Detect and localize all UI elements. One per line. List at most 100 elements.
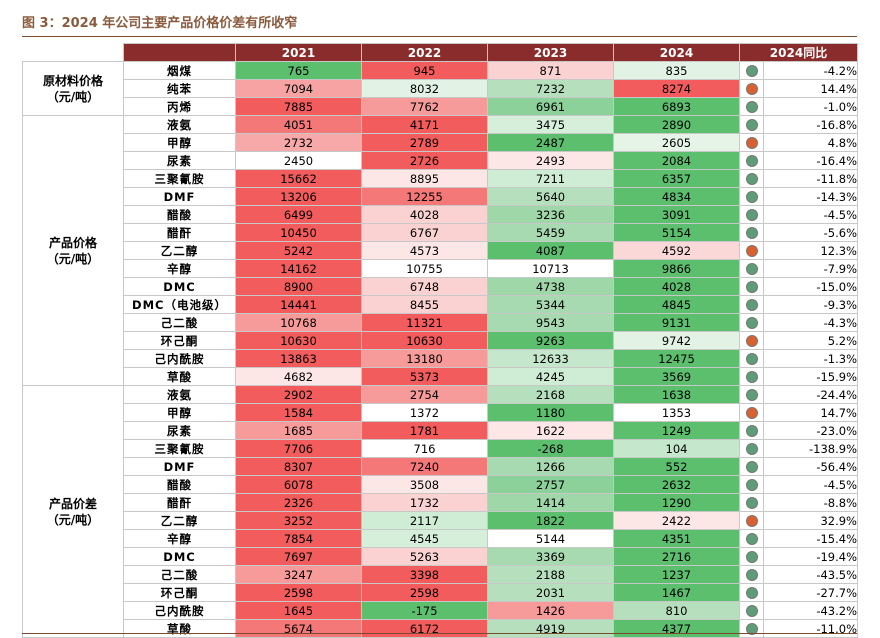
trend-cell [739,259,764,278]
header-2021: 2021 [235,43,362,62]
decrease-dot-icon [745,209,758,221]
decrease-dot-icon [745,371,758,383]
value-cell-2021: 2902 [235,385,362,404]
value-cell-2023: 4919 [487,619,614,638]
item-name: DMC [123,277,236,296]
item-name: 醋酸 [123,205,236,224]
decrease-dot-icon [745,227,758,239]
value-cell-2023: 4087 [487,241,614,260]
item-name: 草酸 [123,619,236,638]
decrease-dot-icon [745,281,758,293]
value-cell-2023: 3475 [487,115,614,134]
trend-cell [739,133,764,152]
value-cell-2024: 2716 [613,547,740,566]
item-name: 烟煤 [123,61,236,80]
value-cell-2021: 14441 [235,295,362,314]
value-cell-2023: 12633 [487,349,614,368]
value-cell-2022: 4171 [361,115,488,134]
value-cell-2023: 10713 [487,259,614,278]
yoy-change: -16.4% [763,151,858,170]
item-name: 三聚氰胺 [123,439,236,458]
table-row: DMC 7697 5263 3369 2716 -19.4% [23,547,858,566]
value-cell-2023: 1414 [487,493,614,512]
value-cell-2022: 4573 [361,241,488,260]
table-row: DMC 8900 6748 4738 4028 -15.0% [23,277,858,296]
table-row: 产品价差 （元/吨） 液氨 2902 2754 2168 1638 -24.4% [22,385,858,638]
trend-cell [739,475,764,494]
table-row: 辛醇 7854 4545 5144 4351 -15.4% [23,529,858,548]
item-name: 醋酐 [123,493,236,512]
value-cell-2021: 765 [235,61,362,80]
item-name: 醋酐 [123,223,236,242]
value-cell-2021: 1645 [235,601,362,620]
item-name: 草酸 [123,367,236,386]
yoy-change: -23.0% [763,421,858,440]
value-cell-2021: 14162 [235,259,362,278]
value-cell-2021: 15662 [235,169,362,188]
trend-cell [739,457,764,476]
value-cell-2022: 1732 [361,493,488,512]
yoy-change: -5.6% [763,223,858,242]
yoy-change: 4.8% [763,133,858,152]
decrease-dot-icon [745,461,758,473]
value-cell-2021: 7885 [235,97,362,116]
yoy-change: -8.8% [763,493,858,512]
value-cell-2024: 2605 [613,133,740,152]
yoy-change: -11.8% [763,169,858,188]
value-cell-2024: 12475 [613,349,740,368]
value-cell-2021: 2732 [235,133,362,152]
value-cell-2022: 2726 [361,151,488,170]
yoy-change: -14.3% [763,187,858,206]
value-cell-2023: 871 [487,61,614,80]
table-row: 纯苯 7094 8032 7232 8274 14.4% [23,79,858,98]
value-cell-2024: 810 [613,601,740,620]
value-cell-2021: 2450 [235,151,362,170]
yoy-change: 14.4% [763,79,858,98]
value-cell-2021: 3252 [235,511,362,530]
item-name: 醋酸 [123,475,236,494]
decrease-dot-icon [745,551,758,563]
value-cell-2021: 1584 [235,403,362,422]
table-row: 己内酰胺 1645 -175 1426 810 -43.2% [23,601,858,620]
decrease-dot-icon [745,605,758,617]
value-cell-2021: 4051 [235,115,362,134]
item-name: 环己酮 [123,331,236,350]
value-cell-2023: 5344 [487,295,614,314]
value-cell-2023: 5459 [487,223,614,242]
value-cell-2021: 7697 [235,547,362,566]
value-cell-2024: 3091 [613,205,740,224]
value-cell-2023: 4738 [487,277,614,296]
value-cell-2024: 4834 [613,187,740,206]
trend-cell [739,403,764,422]
item-name: 丙烯 [123,97,236,116]
decrease-dot-icon [745,101,758,113]
value-cell-2024: 4377 [613,619,740,638]
decrease-dot-icon [745,443,758,455]
decrease-dot-icon [745,155,758,167]
value-cell-2024: 6893 [613,97,740,116]
decrease-dot-icon [745,479,758,491]
figure-title: 图 3：2024 年公司主要产品价格价差有所收窄 [22,16,298,31]
table-row: DMC（电池级） 14441 8455 5344 4845 -9.3% [23,295,858,314]
yoy-change: 32.9% [763,511,858,530]
value-cell-2022: 4545 [361,529,488,548]
value-cell-2023: 2031 [487,583,614,602]
value-cell-2021: 4682 [235,367,362,386]
header-blank-group [22,43,124,62]
table-row: 醋酐 2326 1732 1414 1290 -8.8% [23,493,858,512]
item-name: 环己酮 [123,583,236,602]
value-cell-2023: 3369 [487,547,614,566]
trend-cell [739,601,764,620]
value-cell-2024: 1353 [613,403,740,422]
trend-cell [739,61,764,80]
item-name: 纯苯 [123,79,236,98]
yoy-change: -4.5% [763,475,858,494]
item-name: 三聚氰胺 [123,169,236,188]
yoy-change: -138.9% [763,439,858,458]
value-cell-2022: 945 [361,61,488,80]
value-cell-2022: 8455 [361,295,488,314]
header-row: 2021 2022 2023 2024 2024同比 [22,43,858,62]
header-2024: 2024 [613,43,740,62]
value-cell-2022: 2117 [361,511,488,530]
item-name: 辛醇 [123,259,236,278]
